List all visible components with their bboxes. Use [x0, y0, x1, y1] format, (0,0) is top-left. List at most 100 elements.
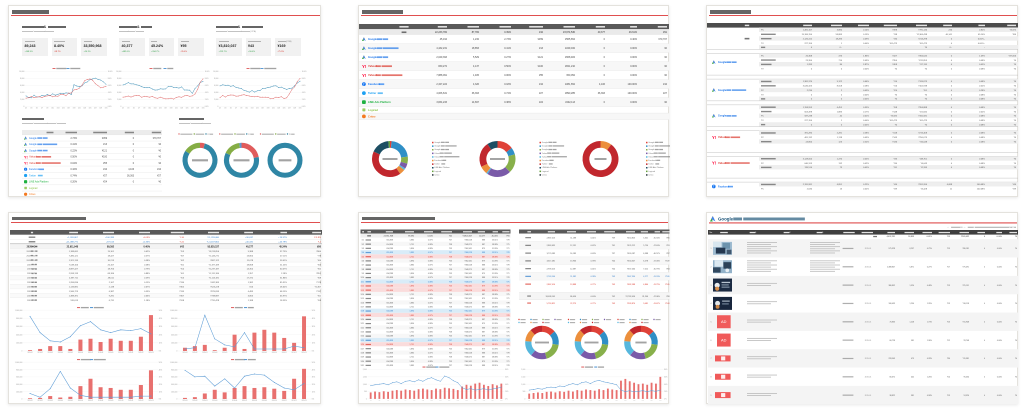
svg-text:2,000: 2,000: [521, 369, 525, 371]
svg-text:1/3: 1/3: [378, 399, 380, 401]
svg-text:¥0: ¥0: [1014, 167, 1017, 169]
svg-text:¥53: ¥53: [449, 348, 452, 350]
svg-text:¥2,782,056: ¥2,782,056: [625, 295, 634, 297]
svg-text:¥19: ¥19: [947, 248, 950, 250]
svg-text:1,000,000: 1,000,000: [15, 309, 23, 311]
svg-text:¥27: ¥27: [103, 175, 108, 177]
svg-text:500: 500: [364, 391, 367, 393]
svg-text:¥841,210: ¥841,210: [565, 65, 576, 68]
svg-text:3: 3: [33, 290, 35, 292]
svg-text:2019: 2019: [26, 259, 31, 261]
svg-text:2019: 2019: [27, 268, 32, 270]
svg-text:2019-07: 2019-07: [88, 352, 93, 354]
svg-text:0.18%: 0.18%: [504, 83, 512, 86]
svg-text:PC: PC: [761, 30, 764, 32]
svg-text:¥71: ¥71: [506, 360, 509, 362]
svg-text:0.00% -: 0.00% -: [978, 43, 985, 45]
svg-text:¥368,128: ¥368,128: [464, 327, 472, 329]
svg-text:0.77%: 0.77%: [590, 283, 596, 285]
svg-text:0: 0: [841, 94, 843, 96]
svg-text:634,288: 634,288: [386, 335, 393, 337]
svg-text:¥78: ¥78: [317, 255, 321, 257]
svg-text:Facebook: Facebook: [29, 168, 40, 171]
svg-text:11: 11: [950, 189, 953, 191]
svg-text:38,822: 38,822: [889, 394, 895, 396]
svg-text:6,000: 6,000: [117, 85, 121, 87]
svg-text:0.08%: 0.08%: [979, 99, 985, 101]
svg-text:975,328: 975,328: [888, 248, 895, 250]
svg-text:89,392: 89,392: [106, 246, 114, 248]
svg-text:¥318: ¥318: [179, 299, 184, 301]
svg-text:¥348,275: ¥348,275: [464, 331, 472, 333]
svg-text:1/11: 1/11: [245, 108, 248, 110]
svg-text:0: 0: [951, 55, 953, 57]
svg-text:Yahoo!: Yahoo!: [648, 153, 654, 155]
svg-text:0.16%: 0.16%: [70, 169, 77, 171]
svg-text:2019-12: 2019-12: [138, 352, 143, 354]
svg-text:¥102,938: ¥102,938: [918, 86, 928, 88]
svg-text:5,718,821: 5,718,821: [546, 302, 554, 304]
svg-text:Logicad: Logicad: [648, 171, 655, 173]
svg-text:¥0: ¥0: [1014, 124, 1017, 126]
svg-text:¥68: ¥68: [317, 277, 321, 279]
svg-text:1/25: 1/25: [632, 399, 635, 401]
svg-text:0.38%: 0.38%: [427, 360, 432, 362]
svg-text:¥-1: ¥-1: [317, 241, 321, 243]
svg-text:1/15: 1/15: [589, 399, 592, 401]
svg-text:¥13: ¥13: [947, 303, 950, 305]
svg-text:36,363: 36,363: [598, 92, 606, 95]
svg-text:888: 888: [482, 352, 485, 354]
svg-text:¥0: ¥0: [1014, 107, 1017, 109]
svg-text:¥75: ¥75: [506, 243, 509, 245]
svg-text:¥213,298: ¥213,298: [918, 38, 928, 40]
svg-text:¥368,128: ¥368,128: [464, 352, 472, 354]
svg-text:¥42: ¥42: [180, 245, 185, 248]
svg-text:AD: AD: [721, 319, 727, 324]
svg-text:-: -: [984, 47, 985, 49]
svg-text:2019-12: 2019-12: [292, 352, 297, 354]
svg-text:¥58: ¥58: [449, 268, 452, 270]
svg-text:8.0%: 8.0%: [205, 78, 209, 80]
svg-text:1/9: 1/9: [46, 108, 48, 110]
svg-text:0: 0: [951, 163, 953, 165]
svg-text:2,000: 2,000: [117, 99, 121, 101]
svg-text:¥37,066: ¥37,066: [1008, 55, 1016, 57]
svg-text:386,892: 386,892: [888, 284, 895, 286]
svg-text:f: f: [713, 185, 714, 189]
svg-text:10,000: 10,000: [116, 71, 121, 73]
svg-text:2019-01: 2019-01: [864, 376, 871, 378]
svg-text:614,838: 614,838: [386, 268, 393, 270]
svg-text:1/23: 1/23: [277, 108, 280, 110]
svg-text:1/24: 1/24: [360, 335, 364, 337]
svg-text:2019-01: 2019-01: [27, 400, 32, 402]
svg-text:TV: TV: [761, 43, 764, 45]
svg-text:4,106: 4,106: [599, 83, 606, 86]
svg-text:AD: AD: [721, 337, 727, 342]
svg-text:53.51%: 53.51%: [491, 289, 497, 291]
svg-text:Criteo: Criteo: [541, 173, 546, 176]
svg-text:30%: 30%: [312, 326, 316, 328]
svg-text:887: 887: [482, 268, 485, 270]
svg-text:4,432,231: 4,432,231: [886, 236, 894, 238]
svg-text:¥348,275: ¥348,275: [464, 319, 472, 321]
svg-text:10,000: 10,000: [213, 71, 218, 73]
svg-text:0: 0: [983, 236, 984, 238]
svg-text:2019-04: 2019-04: [212, 400, 217, 402]
svg-text:3.87%: 3.87%: [863, 64, 869, 66]
svg-text:1/13: 1/13: [360, 289, 364, 291]
svg-text:22,911,948: 22,911,948: [383, 235, 392, 237]
svg-text:8: 8: [710, 376, 711, 378]
svg-text:1/3: 1/3: [361, 247, 364, 249]
svg-text:¥362,431: ¥362,431: [464, 310, 472, 312]
svg-text:2019-02: 2019-02: [38, 352, 43, 354]
svg-text:2.73%: 2.73%: [504, 38, 512, 41]
svg-text:Criteo: Criteo: [648, 173, 653, 176]
svg-text:888: 888: [482, 314, 485, 316]
svg-text:Google: Google: [541, 146, 547, 148]
svg-text:2,281: 2,281: [837, 133, 843, 135]
svg-text:2.0%: 2.0%: [108, 99, 112, 101]
svg-text:2019-01: 2019-01: [864, 284, 871, 286]
svg-text:2019-01: 2019-01: [864, 248, 871, 250]
svg-text:¥348,275: ¥348,275: [464, 306, 472, 308]
svg-text:Google: Google: [541, 149, 547, 151]
